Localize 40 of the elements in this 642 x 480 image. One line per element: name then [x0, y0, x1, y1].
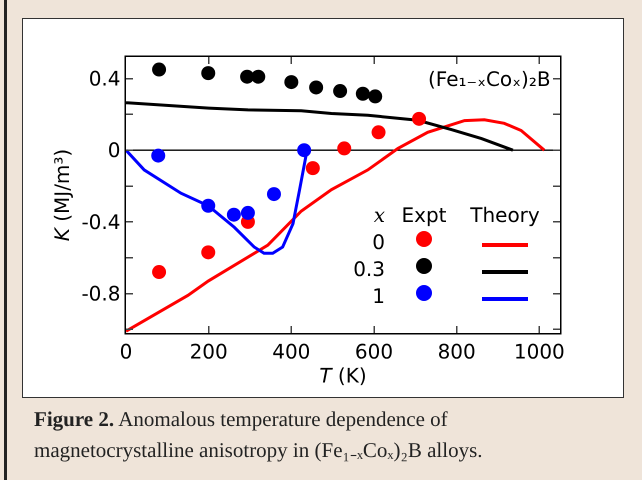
x-tick-label: 400: [272, 340, 310, 364]
x-tick-label: 1000: [514, 340, 565, 364]
legend-label: 0.3: [352, 256, 386, 280]
point: [240, 206, 255, 220]
x-axis-title: T (K): [319, 364, 367, 388]
legend-label: 1: [371, 284, 386, 308]
legend-label: 0: [371, 230, 386, 254]
point: [333, 84, 348, 98]
y-tick-label: -0.4: [81, 210, 120, 234]
y-tick-label: -0.8: [81, 282, 120, 306]
point: [297, 143, 312, 158]
point: [201, 245, 216, 260]
line-series: [126, 118, 546, 333]
point: [368, 89, 382, 104]
caption: Figure 2. Anomalous temperature dependence of magnetocrystalline anisotropy in (Fe₁₋ₓCoₓ)₂B alloys.: [34, 406, 484, 464]
point: [306, 161, 320, 176]
point: [356, 86, 370, 101]
annotation: (Fe₁₋ₓCoₓ)₂B: [428, 67, 551, 91]
point: [201, 198, 216, 213]
x-tick-label: 800: [438, 340, 476, 364]
point: [151, 148, 166, 163]
legend-title: x: [374, 203, 385, 227]
point: [372, 125, 386, 140]
point: [226, 208, 241, 222]
point: [284, 75, 298, 90]
point: [152, 265, 166, 280]
point: [266, 187, 281, 202]
x-tick-label: 600: [354, 340, 394, 364]
y-tick-label: 0.4: [88, 66, 120, 91]
point: [309, 80, 324, 94]
x-tick-label: 200: [190, 340, 228, 364]
y-tick-label: 0: [108, 138, 120, 162]
annotation: Theory: [469, 203, 541, 227]
y-axis-title: K (MJ/m³): [50, 148, 74, 242]
point: [251, 70, 266, 84]
point: [152, 62, 166, 77]
point: [412, 112, 426, 126]
annotation: Expt: [400, 203, 448, 227]
point: [201, 66, 216, 80]
point: [337, 141, 352, 156]
